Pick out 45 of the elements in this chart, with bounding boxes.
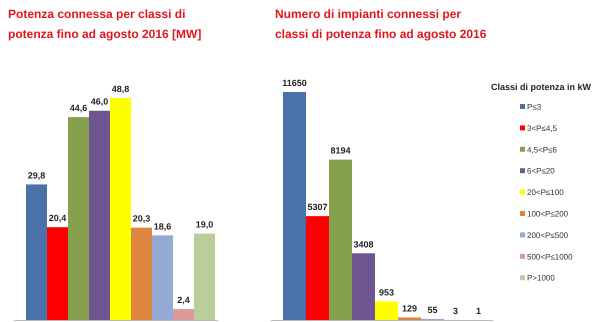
bar — [152, 235, 173, 320]
data-label: 20,3 — [132, 214, 150, 224]
data-label: 29,8 — [28, 170, 46, 180]
bar — [375, 301, 398, 320]
bar — [26, 184, 47, 320]
data-label: 46,0 — [90, 96, 108, 107]
legend-label: 100<P≤200 — [527, 210, 569, 218]
data-label: 48,8 — [112, 84, 130, 94]
chart-title: Numero di impianti connessi per classi di potenza fino ad agosto 2016 — [275, 7, 487, 41]
data-label: 1 — [476, 306, 482, 316]
bar — [306, 216, 329, 320]
bar — [194, 234, 215, 320]
legend-label: 6<P≤20 — [527, 166, 556, 176]
bar — [68, 117, 89, 320]
data-label: 3 — [452, 306, 458, 316]
legend-label: 3<P≤4,5 — [527, 124, 558, 133]
data-label: 8194 — [330, 146, 351, 156]
data-label: 55 — [427, 304, 438, 315]
data-label: 5307 — [307, 202, 328, 212]
data-label: 129 — [402, 303, 418, 314]
legend-label: 20<P≤100 — [527, 188, 564, 198]
bar — [47, 227, 68, 320]
legend-label: P≤3 — [527, 102, 542, 112]
bar — [131, 228, 152, 320]
legend-label: 500<P≤1000 — [527, 252, 574, 262]
bar — [352, 253, 375, 320]
chart-title: Potenza connessa per classi di potenza fino ad agosto 2016 [MW] — [8, 7, 202, 41]
bar — [173, 309, 194, 320]
data-label: 11650 — [282, 78, 307, 88]
data-label: 18,6 — [154, 221, 172, 232]
data-label: 44,6 — [70, 103, 88, 114]
data-label: 3408 — [353, 239, 374, 250]
legend-title: Classi di potenza in kW — [491, 82, 592, 92]
data-label: 19,0 — [196, 220, 214, 230]
legend-label: 4,5<P≤6 — [527, 145, 558, 154]
bar — [283, 92, 306, 320]
bar — [110, 98, 131, 320]
legend-label: P>1000 — [527, 274, 556, 283]
data-label: 2,4 — [177, 295, 190, 306]
bar — [398, 317, 421, 320]
bar — [89, 110, 110, 320]
legend-label: 200<P≤500 — [527, 230, 569, 240]
bar — [329, 160, 352, 320]
data-label: 20,4 — [48, 213, 66, 224]
data-label: 953 — [378, 287, 394, 298]
